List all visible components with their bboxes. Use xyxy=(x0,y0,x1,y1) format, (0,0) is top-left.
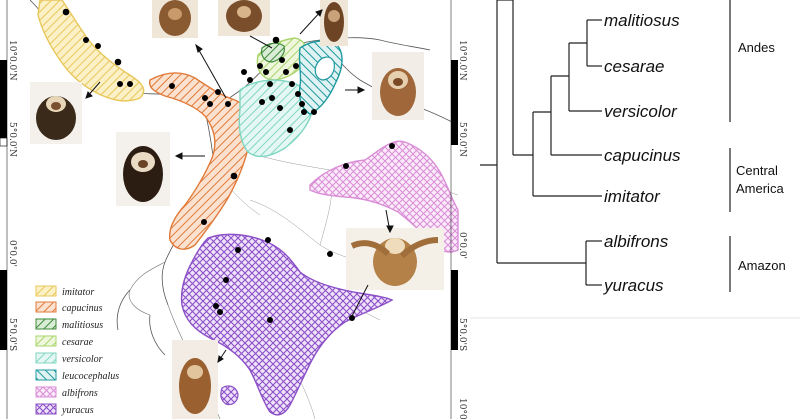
legend-item-albifrons: albifrons xyxy=(35,386,98,399)
legend-item-yuracus: yuracus xyxy=(35,403,94,416)
tip-label-malitiosus: malitiosus xyxy=(604,11,680,30)
monkey-photo-capucinus xyxy=(116,132,170,206)
monkey-photo-top-middle xyxy=(218,0,270,36)
monkey-photo-imitator xyxy=(30,82,82,144)
group-label-amazon: Amazon xyxy=(738,258,786,273)
right-lat-label-10s: 10°0.0'S xyxy=(457,398,467,419)
legend-item-imitator: imitator xyxy=(35,285,94,298)
legend-label-capucinus: capucinus xyxy=(62,303,103,314)
right-lat-labels: 10°0.0'N 5°0.0'N 0°0.0' 5°0.0'S 10°0.0'S xyxy=(457,40,467,419)
group-label-andes: Andes xyxy=(738,40,775,55)
range-versicolor xyxy=(238,79,314,158)
right-lat-label-5n: 5°0.0'N xyxy=(457,122,467,157)
legend-item-cesarae: cesarae xyxy=(35,335,94,348)
monkey-photo-yuracus xyxy=(172,340,218,419)
right-lat-label-10n: 10°0.0'N xyxy=(457,40,467,81)
range-malitiosus xyxy=(260,42,285,63)
sample-points xyxy=(62,8,395,323)
range-imitator xyxy=(37,0,145,102)
left-lat-labels: 10°0.0'N 5°0.0'N 0°0.0' 5°0.0'S xyxy=(7,40,17,351)
tip-label-capucinus: capucinus xyxy=(604,146,681,165)
range-yuracus xyxy=(180,233,394,416)
range-capucinus xyxy=(148,72,253,250)
legend: imitator capucinus malitiosus cesarae ve… xyxy=(35,285,119,416)
range-albifrons xyxy=(309,140,459,253)
legend-label-yuracus: yuracus xyxy=(61,405,94,416)
legend-item-capucinus: capucinus xyxy=(35,301,103,314)
legend-label-cesarae: cesarae xyxy=(62,337,94,348)
tip-label-cesarae: cesarae xyxy=(604,57,664,76)
left-lat-label-0: 0°0.0' xyxy=(7,240,17,267)
left-lat-label-10n: 10°0.0'N xyxy=(7,40,17,81)
tip-label-versicolor: versicolor xyxy=(604,102,678,121)
map-panel: 10°0.0'N 5°0.0'N 0°0.0' 5°0.0'S 10°0.0'N… xyxy=(0,0,467,419)
right-latitude-ruler xyxy=(450,0,458,419)
group-label-central: Central xyxy=(736,163,778,178)
range-yuracus-south xyxy=(220,385,239,406)
tip-label-albifrons: albifrons xyxy=(604,232,669,251)
tree-group-brackets: Andes Central America Amazon xyxy=(729,0,786,292)
tree-tip-labels: malitiosus cesarae versicolor capucinus … xyxy=(603,11,681,295)
monkey-photo-versicolor xyxy=(372,52,424,120)
monkey-photo-albifrons xyxy=(346,228,444,290)
phylogenetic-tree xyxy=(480,0,602,286)
range-leucocephalus-island xyxy=(314,56,335,81)
legend-label-malitiosus: malitiosus xyxy=(62,320,103,331)
legend-item-versicolor: versicolor xyxy=(35,352,103,365)
monkey-photo-top-right xyxy=(320,0,348,46)
legend-item-leucocephalus: leucocephalus xyxy=(35,369,119,382)
tip-label-yuracus: yuracus xyxy=(603,276,664,295)
legend-label-versicolor: versicolor xyxy=(62,354,103,365)
right-lat-label-0: 0°0.0' xyxy=(457,232,467,259)
left-latitude-ruler xyxy=(0,0,8,419)
legend-label-albifrons: albifrons xyxy=(62,388,98,399)
monkey-photos xyxy=(30,0,444,419)
monkey-photo-top-left xyxy=(152,0,198,38)
legend-item-malitiosus: malitiosus xyxy=(35,318,103,331)
right-lat-label-5s: 5°0.0'S xyxy=(457,318,467,351)
left-lat-label-5n: 5°0.0'N xyxy=(7,122,17,157)
legend-label-imitator: imitator xyxy=(62,287,94,298)
legend-label-leucocephalus: leucocephalus xyxy=(62,371,119,382)
group-label-america: America xyxy=(736,181,784,196)
pointer-arrows xyxy=(85,9,394,363)
tip-label-imitator: imitator xyxy=(604,187,661,206)
left-lat-label-5s: 5°0.0'S xyxy=(7,318,17,351)
coastline-ecuador-peru xyxy=(116,289,166,356)
